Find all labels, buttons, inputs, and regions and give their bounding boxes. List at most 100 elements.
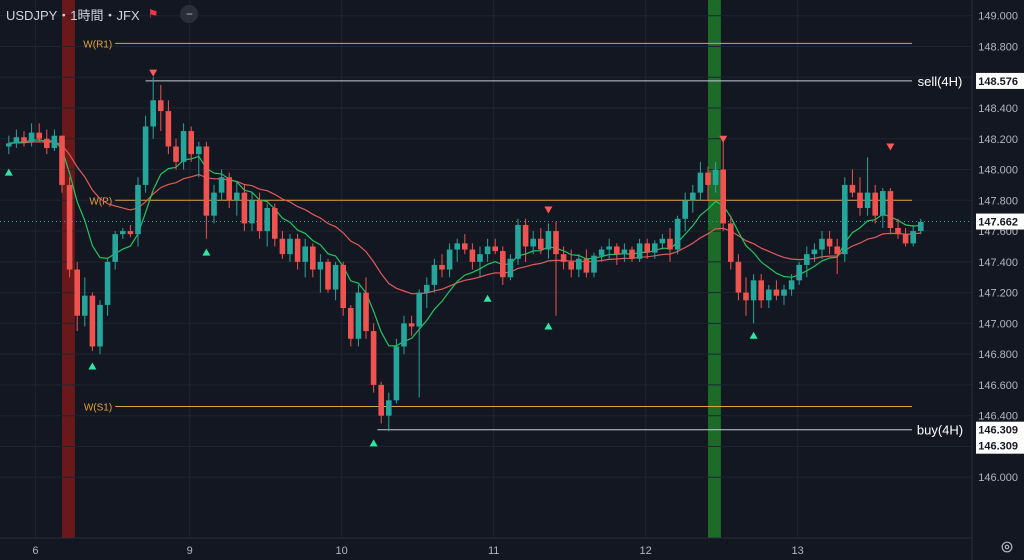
candle-body [28,132,35,142]
price-tick-label: 147.200 [978,288,1018,300]
sell-marker [719,135,728,143]
candle-body [310,246,316,270]
candle-body [857,192,863,208]
candle-body [408,323,415,327]
candle-body [226,177,232,201]
candle-body [484,246,491,255]
pivot-levels: W(R1) W(P) W(S1) [83,39,912,413]
time-tick-label: 11 [488,545,499,557]
candle-body [469,249,476,262]
candle-body [606,246,612,250]
candle-body [674,218,681,250]
candle-body [629,249,635,259]
candle-body [705,172,711,185]
candle-body [712,169,719,185]
candle-body [135,184,141,235]
candle-body [804,254,810,265]
price-tick-label: 147.000 [978,318,1018,330]
candle-body [682,200,688,219]
candle-body [332,264,339,290]
candle-body [659,238,666,244]
candle-body [234,192,240,201]
price-tick-label: 148.200 [978,134,1018,146]
candle-body [819,238,825,250]
sell-marker [544,206,553,214]
candle-body [500,251,506,278]
candle-body [89,295,96,347]
candle-body [325,261,331,290]
price-tick-label: 148.400 [978,103,1018,115]
candle-body [218,177,225,193]
candle-body [652,243,658,253]
candle-body [621,249,628,255]
candle-body [279,238,286,255]
time-tick-label: 13 [792,545,804,557]
price-tick-label: 146.600 [978,380,1018,392]
sell-marker [149,69,158,77]
candle-body [393,346,400,401]
candle-body [180,131,187,162]
candle-body [462,243,468,250]
candle-body [378,384,384,416]
candle-body [13,137,20,144]
buy-marker [4,168,13,176]
time-tick-label: 6 [32,545,38,557]
current-price-tag: 147.662 [978,217,1018,229]
candle-body [386,400,392,416]
buy-price-tag-2: 146.309 [978,441,1018,453]
time-axis[interactable]: 6 9 10 11 12 13 [0,537,972,557]
candle-body [287,238,293,255]
candle-body [74,269,80,316]
candle-body [370,331,377,385]
candle-body [21,137,27,142]
candles [6,77,924,432]
candle-body [294,238,301,262]
candle-body [36,132,42,139]
candle-body [583,258,590,273]
pivot-label: W(S1) [84,402,112,413]
price-tick-label: 146.400 [978,411,1018,423]
candle-body [667,238,673,250]
candle-body [66,184,73,270]
candle-body [568,261,574,270]
candle-body [51,135,58,148]
candle-body [750,280,757,301]
candle-body [112,234,118,262]
candle-body [758,280,764,301]
minus-circle-icon[interactable]: − [180,5,199,23]
flag-icon[interactable]: ⚑ [147,7,159,21]
candle-body [241,192,248,224]
settings-gear-icon[interactable] [1000,540,1014,554]
candle-body [720,169,726,224]
candle-body [842,184,848,255]
pivot-label: W(R1) [83,39,112,50]
time-tick-label: 12 [640,545,652,557]
buy-marker [88,362,97,370]
buy-marker [749,331,758,339]
candle-body [431,264,438,285]
ma-slow-line [8,141,921,295]
candle-body [614,246,620,255]
candle-body [59,135,65,185]
candle-body [424,284,430,293]
candle-body [697,172,704,193]
symbol-header[interactable]: USDJPY・1時間・JFX ⚑ − [6,4,199,24]
candle-body [690,192,696,201]
candle-body [127,231,134,235]
candle-body [44,138,50,148]
candle-body [507,258,514,278]
candle-body [439,264,445,270]
candle-body [150,100,156,127]
price-axis[interactable]: 149.000148.800148.600148.400148.200148.0… [971,0,1024,560]
candle-body [796,264,802,281]
signal-markers [4,69,895,447]
candle-body [492,246,498,252]
price-tick-label: 148.800 [978,41,1018,53]
candle-body [355,292,362,339]
buy-price-tag: 146.309 [978,425,1018,437]
price-tick-label: 146.800 [978,349,1018,361]
candle-body [120,231,126,235]
buy-label: buy(4H) [917,423,963,438]
candle-body [348,308,354,339]
